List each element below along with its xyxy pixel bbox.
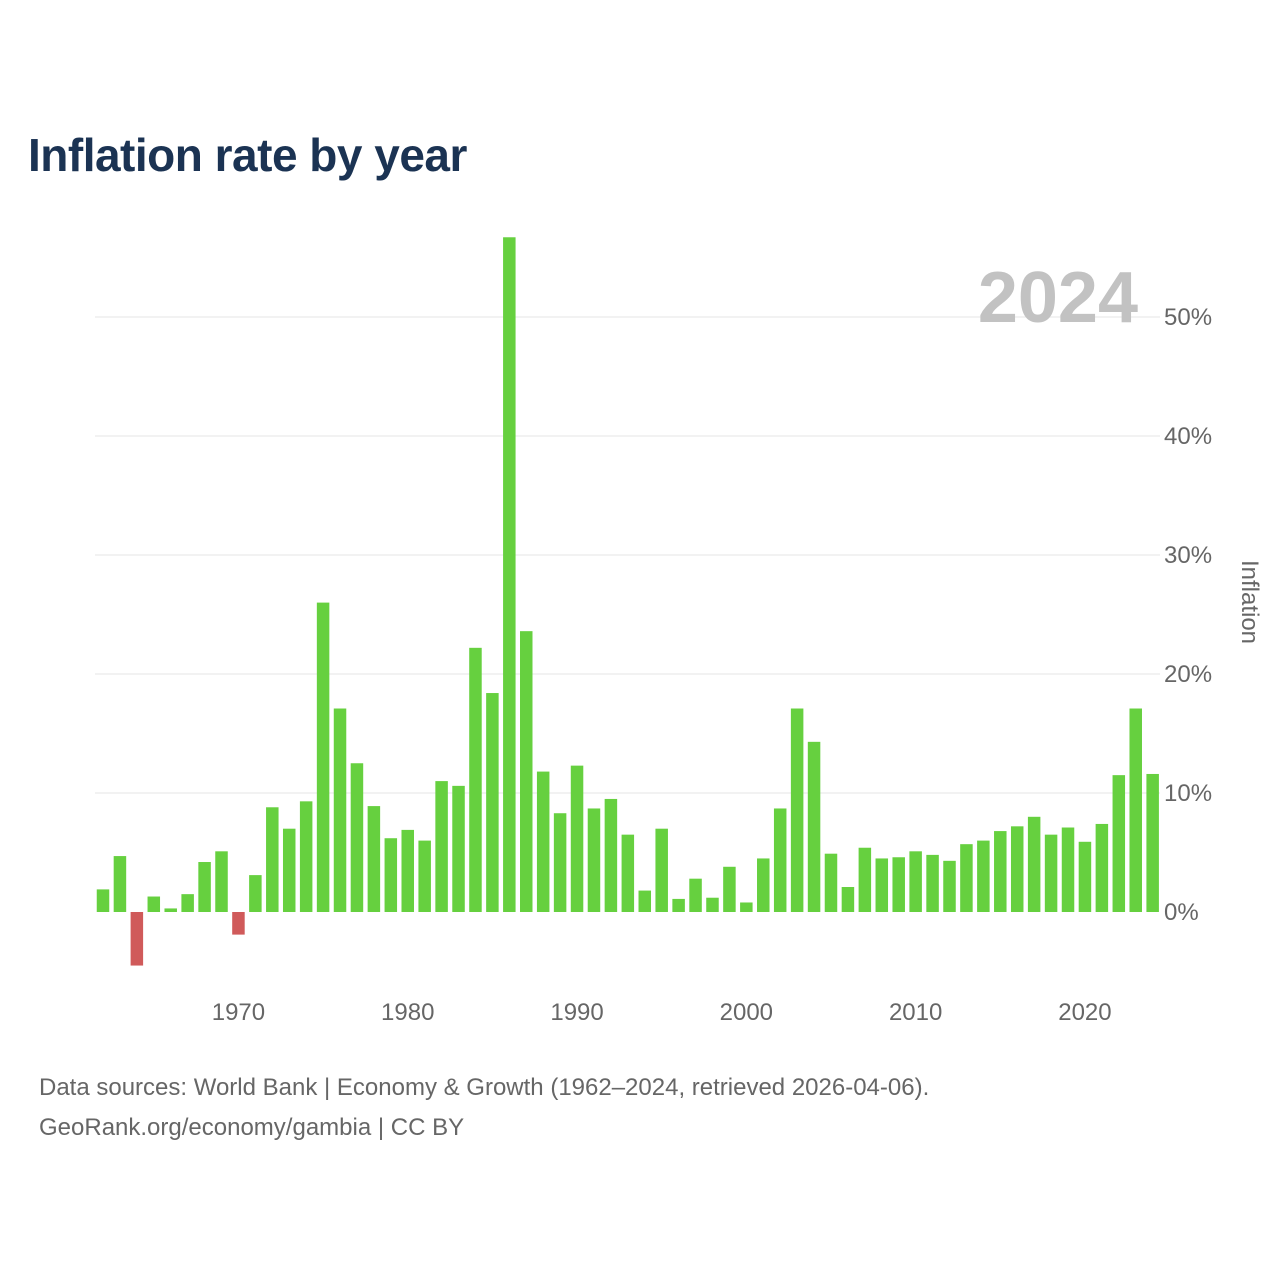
bar-2015[interactable] — [994, 831, 1007, 912]
gridlines — [95, 316, 1160, 794]
bar-2012[interactable] — [943, 860, 956, 912]
bar-2020[interactable] — [1078, 841, 1092, 912]
bar-1974[interactable] — [299, 801, 313, 912]
bar-2008[interactable] — [875, 858, 889, 912]
y-axis-label: Inflation — [1236, 560, 1263, 644]
bar-1970[interactable] — [232, 912, 245, 935]
bar-1964[interactable] — [130, 912, 144, 966]
bar-1975[interactable] — [316, 602, 330, 912]
bar-2023[interactable] — [1129, 708, 1142, 912]
bar-1978[interactable] — [367, 806, 381, 912]
bar-1979[interactable] — [384, 838, 398, 912]
bar-1966[interactable] — [164, 908, 177, 912]
y-axis-ticks: 0% 10% 20% 30% 40% 50% — [1164, 304, 1212, 926]
bar-2004[interactable] — [807, 741, 821, 912]
bar-2009[interactable] — [892, 857, 905, 912]
bar-2003[interactable] — [790, 708, 804, 912]
bar-2002[interactable] — [773, 808, 787, 912]
bar-1980[interactable] — [401, 829, 414, 912]
bar-1982[interactable] — [435, 781, 448, 912]
bar-1986[interactable] — [503, 237, 516, 912]
bar-1995[interactable] — [655, 828, 668, 912]
bar-2000[interactable] — [740, 902, 753, 912]
bar-1968[interactable] — [198, 862, 211, 912]
footer: Data sources: World Bank | Economy & Gro… — [39, 1068, 929, 1148]
x-tick-label: 2010 — [889, 999, 942, 1026]
bar-2016[interactable] — [1010, 826, 1024, 912]
bar-1962[interactable] — [96, 889, 110, 912]
bar-1991[interactable] — [587, 808, 601, 912]
bar-1973[interactable] — [282, 828, 296, 912]
bar-1990[interactable] — [570, 765, 584, 912]
bar-1984[interactable] — [469, 647, 482, 912]
data-sources-text: Data sources: World Bank | Economy & Gro… — [39, 1074, 930, 1101]
bar-1983[interactable] — [452, 785, 465, 912]
bar-2024[interactable] — [1146, 773, 1159, 912]
bar-2007[interactable] — [858, 847, 872, 912]
bar-1977[interactable] — [350, 763, 364, 912]
y-tick-label: 40% — [1164, 423, 1212, 450]
x-tick-label: 1990 — [550, 999, 603, 1026]
chart-title: Inflation rate by year — [28, 129, 467, 181]
bar-2021[interactable] — [1095, 823, 1109, 912]
bar-2010[interactable] — [909, 851, 922, 912]
y-tick-label: 30% — [1164, 542, 1212, 569]
year-label: 2024 — [978, 258, 1138, 338]
bar-2019[interactable] — [1061, 827, 1075, 912]
bar-1999[interactable] — [723, 866, 736, 912]
bar-1985[interactable] — [486, 693, 499, 912]
bar-1992[interactable] — [604, 798, 618, 912]
bar-2018[interactable] — [1044, 834, 1058, 912]
source-link[interactable]: GeoRank.org/economy/gambia | CC BY — [39, 1114, 465, 1141]
bar-1989[interactable] — [553, 813, 567, 912]
x-tick-label: 2020 — [1058, 999, 1111, 1026]
y-tick-label: 10% — [1164, 780, 1212, 807]
x-axis-ticks: 1970 1980 1990 2000 2010 2020 — [212, 999, 1112, 1026]
bar-1976[interactable] — [333, 708, 347, 912]
y-tick-label: 0% — [1164, 899, 1199, 926]
bar-2006[interactable] — [841, 887, 855, 912]
bar-2001[interactable] — [757, 858, 770, 912]
bar-1997[interactable] — [689, 878, 702, 912]
bar-1988[interactable] — [536, 771, 550, 912]
x-tick-label: 2000 — [720, 999, 773, 1026]
bar-1971[interactable] — [249, 875, 262, 912]
bar-2014[interactable] — [977, 840, 990, 912]
x-tick-label: 1980 — [381, 999, 434, 1026]
bar-2011[interactable] — [926, 854, 939, 912]
bar-2022[interactable] — [1112, 775, 1126, 912]
bar-1987[interactable] — [520, 631, 533, 912]
bar-1963[interactable] — [113, 856, 127, 912]
bar-1967[interactable] — [181, 894, 194, 912]
bar-1965[interactable] — [147, 896, 161, 912]
bar-2013[interactable] — [960, 844, 973, 912]
bar-1969[interactable] — [215, 851, 228, 912]
bar-2005[interactable] — [824, 853, 838, 912]
bar-1993[interactable] — [621, 834, 635, 912]
x-tick-label: 1970 — [212, 999, 265, 1026]
bar-1981[interactable] — [418, 840, 431, 912]
bar-1994[interactable] — [638, 890, 652, 912]
y-tick-label: 20% — [1164, 661, 1212, 688]
y-tick-label: 50% — [1164, 304, 1212, 331]
bar-1998[interactable] — [706, 897, 719, 912]
bars — [96, 237, 1159, 966]
bar-1996[interactable] — [672, 898, 685, 912]
bar-2017[interactable] — [1027, 816, 1041, 912]
bar-1972[interactable] — [266, 807, 279, 912]
